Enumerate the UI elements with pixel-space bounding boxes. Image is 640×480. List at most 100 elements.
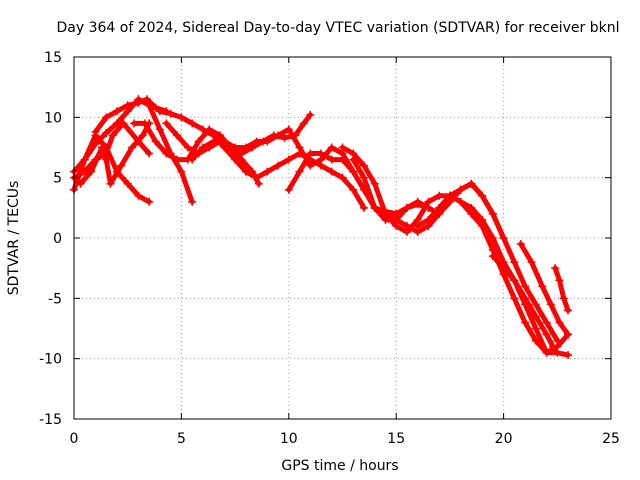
data-point [546,300,555,309]
data-point [559,294,568,303]
series-arc-17 [516,240,573,339]
data-point [241,143,250,152]
series-trace [92,96,169,135]
data-point [130,119,139,128]
y-tick-label: -15 [39,412,62,428]
data-point [370,179,379,188]
data-point [338,143,347,152]
data-point [542,318,551,327]
data-point [112,107,121,116]
data-point [381,215,390,224]
series-trace [415,181,560,344]
data-point [106,179,115,188]
data-point [155,107,164,116]
data-point [306,149,315,158]
x-tick-label: 10 [280,431,298,447]
data-point [488,252,497,261]
axis-ticks [73,56,612,420]
series-trace [157,108,367,211]
data-point [295,143,304,152]
y-tick-labels: -15 -10 -5 0 5 10 15 [39,50,62,428]
data-point [209,137,218,146]
data-point [359,173,368,182]
data-point [151,137,160,146]
data-point [456,185,465,194]
data-point [349,167,358,176]
y-tick-label: -5 [48,291,62,307]
data-point [327,155,336,164]
data-point [317,149,326,158]
data-point [478,191,487,200]
data-point [274,161,283,170]
x-tick-label: 20 [495,431,513,447]
data-point [531,324,540,333]
chart-title: Day 364 of 2024, Sidereal Day-to-day VTE… [57,20,620,36]
series-arc-4 [76,119,154,188]
data-point [295,167,304,176]
data-point [478,221,487,230]
data-point [564,351,573,360]
data-point [284,155,293,164]
data-point [424,215,433,224]
data-point [91,127,100,136]
data-point [80,155,89,164]
data-point [553,342,562,351]
data-point [155,125,164,134]
x-tick-label: 0 [70,431,79,447]
data-point [531,300,540,309]
data-point [456,197,465,206]
data-point [359,203,368,212]
data-series [70,95,573,360]
data-point [338,155,347,164]
data-point [551,264,560,273]
data-point [188,119,197,128]
data-point [327,167,336,176]
data-point [127,143,136,152]
data-point [140,119,149,128]
data-point [134,98,143,107]
data-point [76,179,85,188]
data-point [359,161,368,170]
y-tick-label: 10 [44,110,62,126]
data-point [173,155,182,164]
data-point [538,282,547,291]
data-point [564,306,573,315]
data-point [542,330,551,339]
data-point [467,209,476,218]
data-point [123,179,132,188]
data-point [151,103,160,112]
data-point [231,143,240,152]
series-arc-7 [155,107,368,212]
data-point [102,113,111,122]
data-point [349,155,358,164]
data-point [183,143,192,152]
series-trace [511,277,571,356]
series-trace [71,132,152,205]
data-point [274,131,283,140]
data-point [87,167,96,176]
data-point [237,155,246,164]
data-point [392,215,401,224]
y-axis-label: SDTVAR / TECUs [6,181,22,296]
data-point [220,137,229,146]
data-point [445,191,454,200]
x-axis-label: GPS time / hours [281,458,398,474]
data-point [555,276,564,285]
y-tick-label: -10 [39,352,62,368]
data-point [123,101,132,110]
data-point [188,155,197,164]
data-point [542,348,551,357]
series-trace [71,120,152,181]
data-point [338,173,347,182]
data-point [516,240,525,249]
series-arc-13 [413,179,562,345]
data-point [499,264,508,273]
data-point [435,203,444,212]
data-point [145,149,154,158]
data-point [299,119,308,128]
data-point [413,221,422,230]
data-point [263,137,272,146]
data-point [119,119,128,128]
data-point [263,167,272,176]
